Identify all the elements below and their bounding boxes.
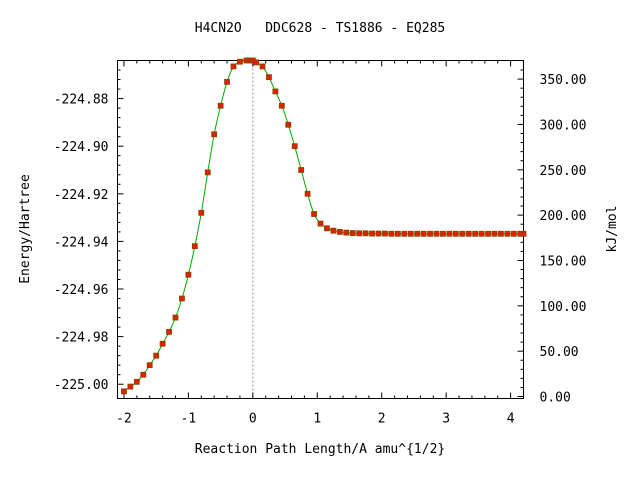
chart-title: H4CN2O DDC628 - TS1886 - EQ285 — [195, 21, 445, 36]
y-tick-label: -224.96 — [54, 283, 109, 298]
y-tick-label: -224.98 — [54, 331, 109, 346]
minor-ticks — [117, 60, 524, 399]
data-point — [491, 230, 498, 237]
data-point — [146, 362, 153, 369]
data-point — [127, 383, 134, 390]
data-point — [204, 169, 211, 176]
x-tick-label: -2 — [116, 412, 132, 427]
data-point — [179, 295, 185, 302]
data-point — [285, 121, 292, 128]
data-point — [330, 227, 337, 234]
data-point — [427, 230, 433, 237]
data-point — [278, 102, 285, 109]
data-point — [140, 371, 147, 378]
y2-tick-label: 300.00 — [540, 118, 587, 133]
data-point — [311, 211, 317, 217]
data-point — [504, 230, 511, 237]
data-point — [211, 131, 218, 138]
data-point — [362, 230, 369, 237]
data-point — [324, 225, 330, 232]
data-point — [485, 230, 491, 237]
data-point — [472, 230, 479, 237]
data-point — [369, 230, 375, 237]
data-point — [382, 230, 388, 237]
y2-tick-label: 150.00 — [540, 254, 587, 269]
data-point — [121, 388, 127, 395]
data-point — [230, 63, 237, 70]
y2-tick-label: 350.00 — [540, 73, 587, 88]
y-tick-label: -224.92 — [54, 188, 109, 203]
data-point — [172, 314, 179, 321]
data-point — [191, 243, 198, 250]
x-tick-label: 2 — [378, 412, 386, 427]
data-point — [185, 271, 192, 278]
x-tick-label: 3 — [442, 412, 450, 427]
x-tick-label: 4 — [507, 412, 515, 427]
y2-tick-label: 0.00 — [540, 391, 571, 406]
data-point — [510, 230, 517, 237]
data-point — [224, 79, 230, 85]
data-point — [414, 230, 421, 237]
data-point — [259, 63, 266, 70]
plot-frame — [117, 60, 524, 399]
data-point — [217, 102, 224, 109]
data-point — [159, 340, 166, 347]
data-point — [452, 230, 459, 237]
x-tick-label: -1 — [181, 412, 197, 427]
data-point — [317, 220, 324, 227]
data-point — [349, 230, 356, 236]
y2-tick-label: 50.00 — [540, 345, 579, 360]
right-y-axis-ticks: 0.00 50.00 100.00 150.00 200.00 250.00 300.00 3… — [517, 73, 587, 406]
data-point — [272, 88, 279, 95]
y-tick-label: -224.88 — [54, 93, 109, 108]
data-point — [433, 230, 440, 237]
data-point — [237, 58, 243, 65]
left-y-axis-ticks: -225.00 -224.98 -224.96 -224.94 -224.92 -224.… — [54, 93, 124, 393]
data-point — [298, 167, 305, 173]
y-axis-label: Energy/Hartree — [18, 174, 33, 284]
data-point — [166, 328, 172, 335]
data-point — [446, 230, 453, 237]
data-point — [498, 230, 504, 237]
data-point — [253, 59, 259, 66]
data-point — [343, 229, 350, 236]
data-point — [465, 230, 472, 237]
data-point — [388, 230, 395, 237]
y2-axis-label: kJ/mol — [605, 206, 620, 253]
data-point — [401, 230, 408, 237]
data-point — [198, 209, 205, 216]
data-point — [520, 230, 527, 237]
data-point — [394, 230, 401, 237]
y-tick-label: -224.90 — [54, 140, 109, 155]
x-tick-label: 0 — [249, 412, 257, 427]
x-axis-label: Reaction Path Length/A amu^{1/2} — [195, 442, 445, 457]
data-point — [336, 228, 343, 235]
y2-tick-label: 200.00 — [540, 209, 587, 224]
y-tick-label: -225.00 — [54, 378, 109, 393]
data-point — [440, 230, 446, 237]
data-point — [153, 352, 160, 359]
data-point — [407, 230, 414, 237]
data-point — [304, 190, 311, 197]
y2-tick-label: 250.00 — [540, 164, 587, 179]
data-point — [420, 230, 427, 237]
data-point — [478, 230, 485, 237]
y2-tick-label: 100.00 — [540, 300, 587, 315]
data-point — [356, 230, 363, 237]
data-point — [133, 378, 140, 385]
data-point-markers — [121, 57, 527, 395]
data-point — [459, 230, 466, 237]
y-tick-label: -224.94 — [54, 235, 109, 250]
data-point — [291, 143, 298, 150]
data-point — [266, 74, 272, 81]
x-tick-label: 1 — [313, 412, 321, 427]
data-point — [375, 230, 382, 237]
